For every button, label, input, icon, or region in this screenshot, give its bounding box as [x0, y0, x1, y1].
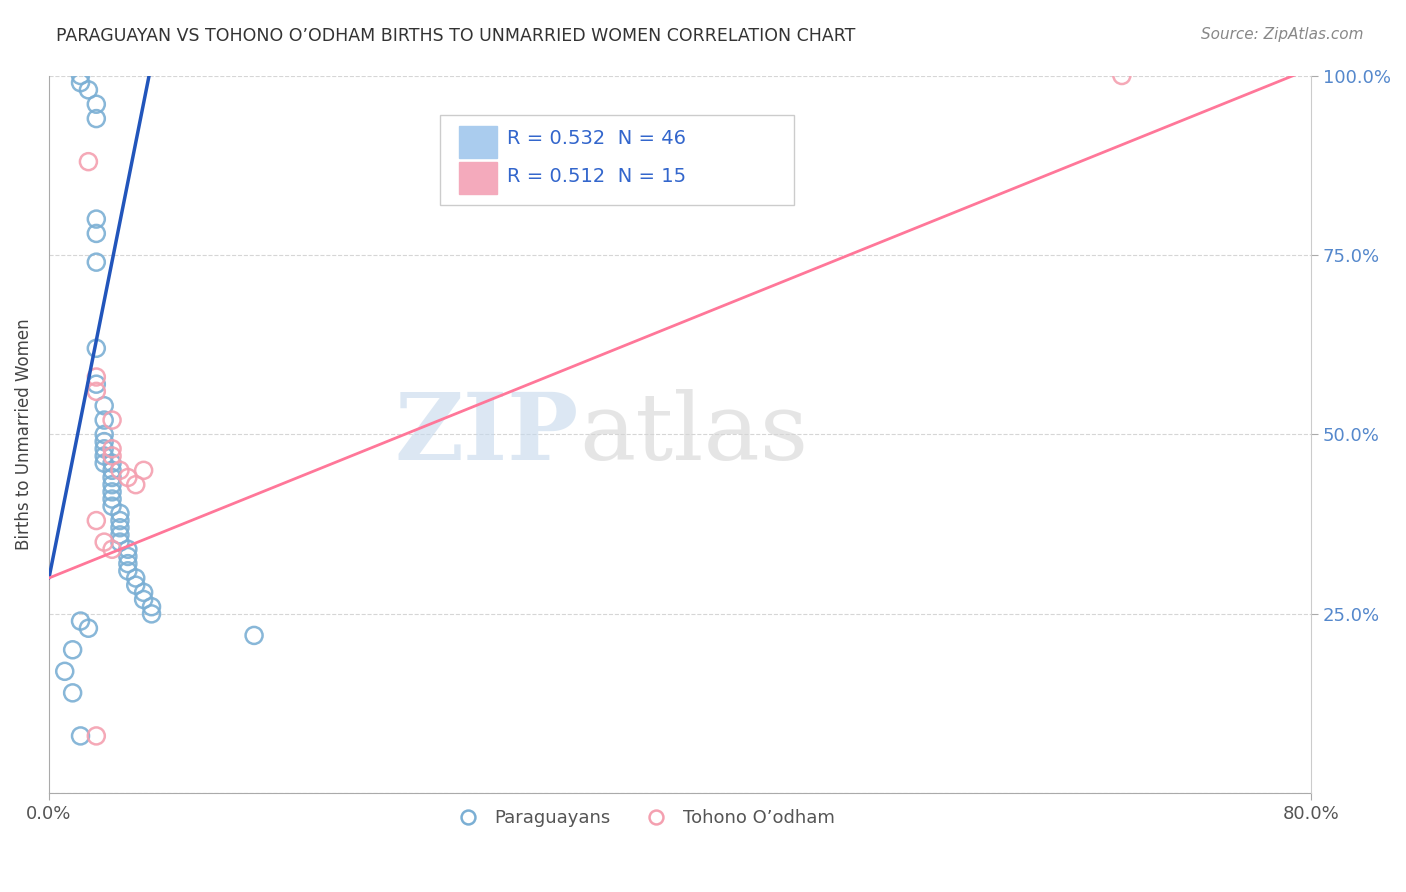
Point [101, 449, 124, 463]
Point [243, 628, 266, 642]
Point [125, 477, 148, 491]
Point [77, 621, 100, 635]
Point [84, 384, 107, 399]
Y-axis label: Births to Unmarried Women: Births to Unmarried Women [15, 318, 32, 550]
Text: R = 0.512  N = 15: R = 0.512 N = 15 [508, 167, 686, 186]
Point [101, 477, 124, 491]
Point [69, 76, 91, 90]
Point [108, 463, 131, 477]
Point [125, 571, 148, 585]
Point [69, 69, 91, 83]
Point [117, 470, 139, 484]
Point [132, 463, 155, 477]
Point [101, 413, 124, 427]
Point [101, 463, 124, 477]
Text: PARAGUAYAN VS TOHONO O’ODHAM BIRTHS TO UNMARRIED WOMEN CORRELATION CHART: PARAGUAYAN VS TOHONO O’ODHAM BIRTHS TO U… [56, 27, 856, 45]
Point [108, 535, 131, 549]
Point [69, 614, 91, 628]
Point [108, 507, 131, 521]
Point [84, 341, 107, 355]
Point [117, 564, 139, 578]
Point [62, 686, 84, 700]
Point [93, 399, 115, 413]
Point [84, 97, 107, 112]
Point [101, 456, 124, 470]
Legend: Paraguayans, Tohono O’odham: Paraguayans, Tohono O’odham [443, 802, 842, 835]
Point [108, 528, 131, 542]
Point [77, 83, 100, 97]
Point [93, 434, 115, 449]
Point [101, 442, 124, 456]
Point [93, 456, 115, 470]
Point [108, 514, 131, 528]
Point [84, 227, 107, 241]
Point [93, 535, 115, 549]
Point [53, 665, 76, 679]
Point [117, 549, 139, 564]
Point [93, 427, 115, 442]
Point [84, 370, 107, 384]
Point [117, 542, 139, 557]
Point [101, 470, 124, 484]
Point [1111, 69, 1133, 83]
Point [93, 449, 115, 463]
Point [132, 592, 155, 607]
Point [141, 599, 163, 614]
Point [108, 521, 131, 535]
Text: ZIP: ZIP [395, 390, 579, 479]
Point [141, 607, 163, 621]
Point [84, 212, 107, 227]
Point [84, 255, 107, 269]
Point [84, 729, 107, 743]
Point [93, 442, 115, 456]
Bar [460, 161, 498, 194]
FancyBboxPatch shape [440, 115, 793, 205]
Point [69, 729, 91, 743]
Point [101, 542, 124, 557]
Point [84, 514, 107, 528]
Point [84, 112, 107, 126]
Point [125, 578, 148, 592]
Point [101, 500, 124, 514]
Point [101, 491, 124, 506]
Point [132, 585, 155, 599]
Point [62, 642, 84, 657]
Point [84, 377, 107, 392]
Point [117, 557, 139, 571]
Point [77, 154, 100, 169]
Text: Source: ZipAtlas.com: Source: ZipAtlas.com [1201, 27, 1364, 42]
Point [93, 413, 115, 427]
Text: atlas: atlas [579, 390, 808, 479]
Point [101, 484, 124, 499]
Text: R = 0.532  N = 46: R = 0.532 N = 46 [508, 129, 686, 148]
Bar [460, 126, 498, 158]
